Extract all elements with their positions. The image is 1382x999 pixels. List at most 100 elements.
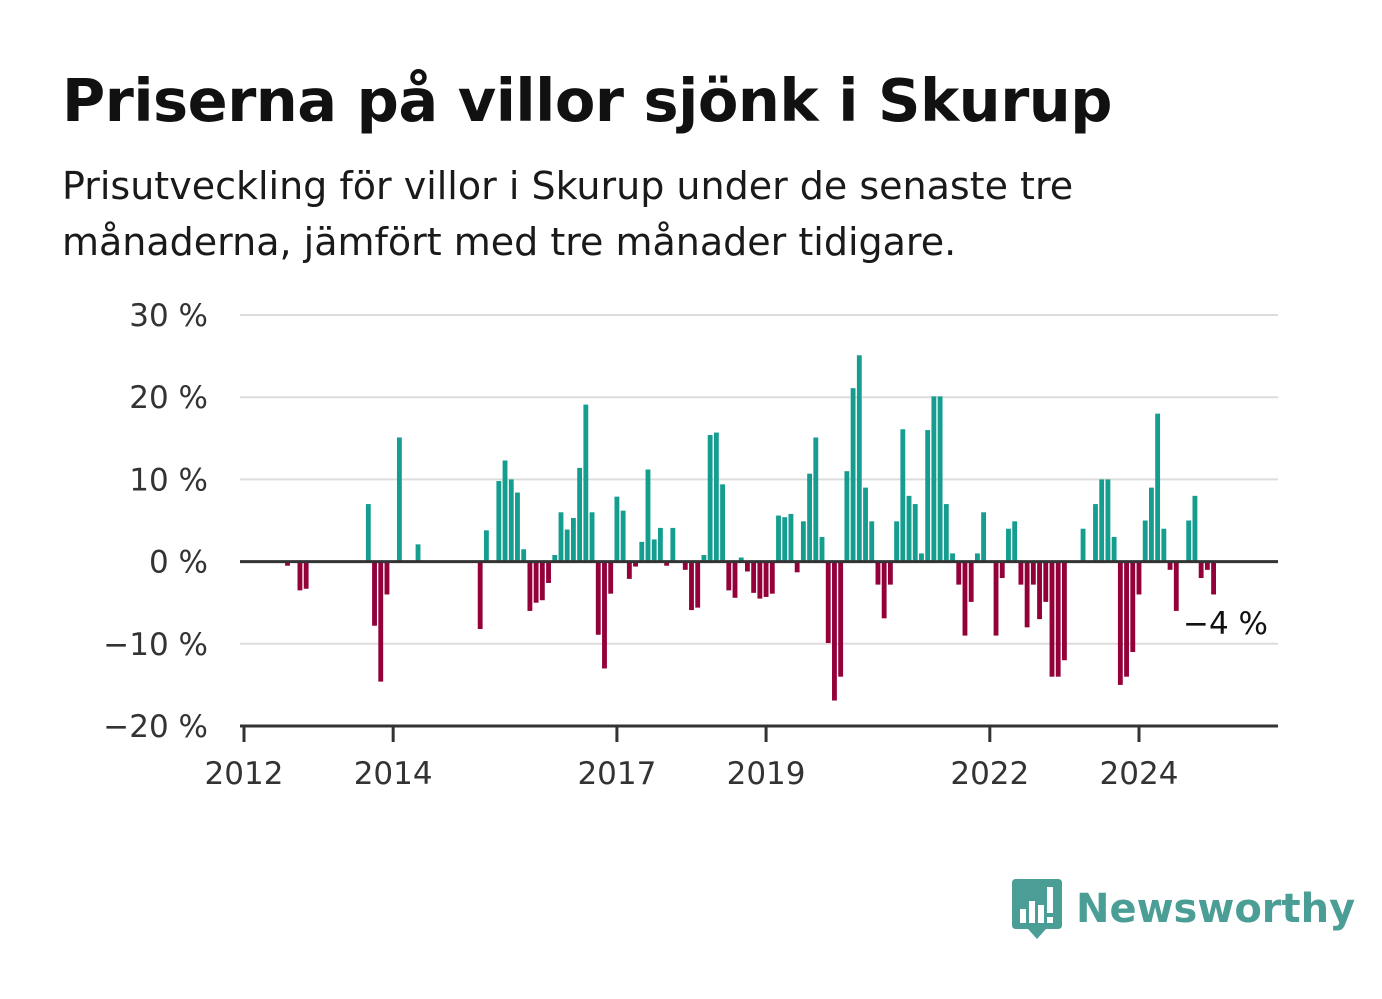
chart-subtitle: Prisutveckling för villor i Skurup under…: [62, 164, 1074, 264]
bar: [788, 513, 794, 562]
y-tick-label: −10 %: [103, 627, 208, 663]
bar: [1055, 561, 1061, 677]
bar: [726, 561, 732, 591]
bar: [1105, 479, 1111, 562]
bar: [285, 561, 290, 566]
bar: [1130, 561, 1136, 653]
grid-lines: [240, 314, 1278, 645]
bar: [477, 561, 483, 629]
bar: [1024, 561, 1030, 628]
bar: [1136, 561, 1142, 595]
bar: [577, 467, 583, 562]
bar: [943, 504, 949, 562]
bar: [695, 561, 701, 608]
bar: [894, 521, 900, 562]
bar: [614, 496, 620, 562]
bar: [297, 561, 303, 591]
bar: [962, 561, 968, 636]
bar: [1111, 536, 1117, 562]
bar: [1012, 521, 1018, 562]
bar: [1124, 561, 1129, 677]
bar: [1173, 561, 1179, 611]
y-tick-label: 20 %: [129, 380, 208, 416]
bar: [937, 396, 943, 562]
bar: [365, 504, 371, 562]
bar: [1117, 561, 1123, 685]
bar: [645, 469, 651, 562]
bar: [1061, 561, 1067, 661]
bar: [552, 555, 558, 562]
bar: [508, 479, 514, 562]
bar: [1080, 528, 1086, 562]
bar: [757, 561, 763, 599]
bar: [1018, 561, 1024, 585]
x-tick-label: 2024: [1100, 756, 1179, 792]
bar: [825, 561, 831, 643]
newsworthy-logo: Newsworthy: [1012, 878, 1355, 940]
bar: [533, 561, 539, 603]
bar: [1167, 561, 1173, 570]
y-tick-label: −20 %: [103, 709, 208, 745]
bar: [664, 561, 670, 566]
bar: [595, 561, 601, 635]
bar: [1099, 479, 1105, 562]
y-tick-label: 10 %: [129, 462, 208, 498]
bar: [651, 539, 657, 562]
bar: [583, 404, 589, 562]
bar: [863, 487, 868, 562]
bar: [415, 544, 421, 562]
bar: [602, 561, 607, 669]
bar: [1186, 520, 1192, 562]
bar: [539, 561, 545, 601]
bar: [713, 432, 719, 562]
bar: [1043, 561, 1049, 602]
bar: [968, 561, 974, 602]
bar: [856, 355, 862, 562]
bar: [1192, 495, 1198, 562]
x-axis-ticks: 2012 2014 2017 2019 2022 2024: [205, 726, 1179, 792]
bar: [303, 561, 309, 589]
bar: [689, 561, 694, 611]
bar: [919, 553, 924, 562]
bar: [912, 504, 918, 562]
bar: [1198, 561, 1204, 579]
bar: [1155, 413, 1161, 562]
bar: [745, 561, 750, 572]
bar: [1049, 561, 1055, 677]
y-axis-labels: 30 % 20 % 10 % 0 % −10 % −20 %: [103, 298, 208, 745]
bar: [981, 512, 987, 562]
bar: [396, 437, 402, 562]
bar: [925, 430, 931, 562]
bar: [1006, 528, 1011, 562]
bar: [639, 541, 645, 562]
bar: [558, 512, 564, 562]
bar: [807, 473, 813, 562]
bar: [838, 561, 844, 677]
bar: [1037, 561, 1042, 620]
y-tick-label: 30 %: [129, 298, 208, 334]
bar: [483, 530, 489, 562]
bar: [620, 510, 626, 562]
bar: [782, 517, 788, 562]
bar: [751, 561, 757, 593]
chart-title: Priserna på villor sjönk i Skurup: [62, 66, 1113, 135]
bar: [608, 561, 614, 594]
bar: [813, 437, 819, 562]
bar: [800, 521, 806, 562]
bar: [1142, 520, 1148, 562]
bar: [776, 515, 781, 562]
bar: [993, 561, 999, 636]
bar: [887, 561, 893, 585]
bar: [682, 561, 688, 570]
bar: [875, 561, 881, 585]
bar: [1204, 561, 1210, 570]
bar: [527, 561, 533, 611]
x-tick-label: 2017: [577, 756, 656, 792]
bar: [819, 536, 825, 562]
bar: [701, 555, 707, 562]
bar: [881, 561, 887, 619]
bar: [794, 561, 800, 573]
bar: [521, 549, 527, 562]
bar: [732, 561, 738, 598]
